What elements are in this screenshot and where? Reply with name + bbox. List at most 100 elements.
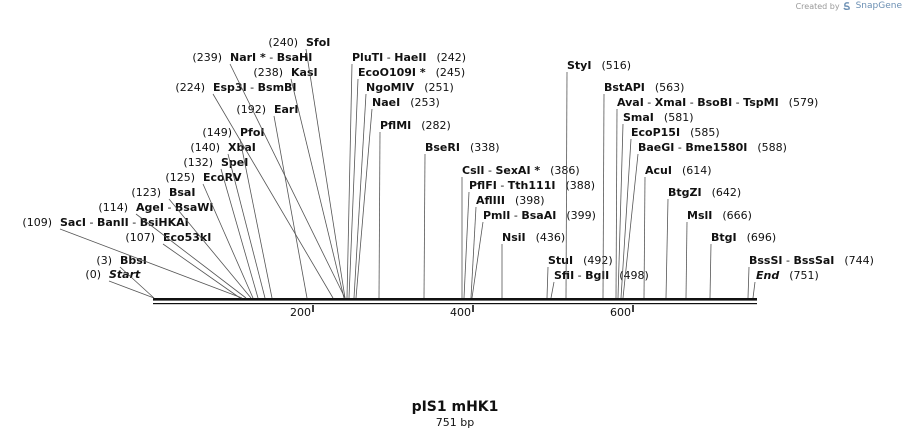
cut-site-pflfi[interactable]: PflFI - Tth111I (388)	[463, 179, 595, 299]
enzyme-alias: SexAI *	[495, 164, 540, 177]
cut-site-agei[interactable]: AgeI - BsaWI (114)	[98, 201, 247, 299]
cut-site-smai[interactable]: SmaI (581)	[617, 111, 694, 299]
cut-site-label[interactable]: BsaI	[169, 186, 195, 199]
cut-site-label[interactable]: AcuI	[645, 164, 672, 177]
cut-site-label[interactable]: SfoI	[306, 36, 330, 49]
cut-site-label[interactable]: NarI * - BsaHI	[230, 51, 312, 64]
cut-site-label[interactable]: SmaI	[623, 111, 654, 124]
cut-site-nsii[interactable]: NsiI (436)	[501, 231, 565, 298]
cut-site-label[interactable]: BstAPI	[604, 81, 645, 94]
cut-site-bsssi[interactable]: BssSI - BssSaI (744)	[747, 254, 874, 299]
scale-tick-label: 400	[450, 306, 471, 319]
cut-site-styi[interactable]: StyI (516)	[565, 59, 631, 299]
cut-site-label[interactable]: BtgI	[711, 231, 737, 244]
cut-site-eco53ki[interactable]: Eco53kI (107)	[125, 231, 241, 299]
cut-site-label[interactable]: BseRI	[425, 141, 460, 154]
enzyme-name: EcoO109I *	[358, 66, 426, 79]
cut-site-pmli[interactable]: PmlI - BsaAI (399)	[471, 209, 596, 299]
alias-separator: -	[574, 269, 585, 282]
enzyme-alias: BglI	[585, 269, 609, 282]
cut-site-label[interactable]: EcoP15I	[631, 126, 680, 139]
cut-site-bsai[interactable]: BsaI (123)	[131, 186, 252, 299]
cut-site-label[interactable]: PflFI - Tth111I	[469, 179, 555, 192]
cut-site-label[interactable]: EcoRV	[203, 171, 242, 184]
cut-site-end[interactable]: End (751)	[752, 269, 819, 299]
cut-site-label[interactable]: SacI - BanII - BsiHKAI	[60, 216, 189, 229]
cut-site-eari[interactable]: EarI (192)	[236, 103, 308, 299]
cut-site-pflmi[interactable]: PflMI (282)	[378, 119, 451, 299]
cut-site-label[interactable]: PflMI	[380, 119, 411, 132]
cut-site-label[interactable]: PluTI - HaeII	[352, 51, 427, 64]
cut-site-label[interactable]: MslI	[687, 209, 712, 222]
cut-site-label[interactable]: Start	[109, 268, 141, 281]
cut-site-label[interactable]: BaeGI - Bme1580I	[638, 141, 747, 154]
enzyme-alias: BsaHI	[277, 51, 313, 64]
alias-separator: -	[644, 96, 655, 109]
cut-site-label[interactable]: NsiI	[502, 231, 526, 244]
cut-site-ecorv[interactable]: EcoRV (125)	[165, 171, 254, 299]
cut-site-ecop15i[interactable]: EcoP15I (585)	[620, 126, 720, 299]
cut-site-saci[interactable]: SacI - BanII - BsiHKAI (109)	[22, 216, 243, 299]
cut-site-label[interactable]: PmlI - BsaAI	[483, 209, 556, 222]
cut-site-pfoi[interactable]: PfoI (149)	[202, 126, 273, 299]
cut-site-label[interactable]: PfoI	[240, 126, 265, 139]
cut-site-label[interactable]: AvaI - XmaI - BsoBI - TspMI	[617, 96, 779, 109]
cut-site-label[interactable]: KasI	[291, 66, 318, 79]
cut-site-label[interactable]: SfiI - BglI	[554, 269, 609, 282]
cut-site-label[interactable]: EcoO109I *	[358, 66, 426, 79]
cut-site-nari[interactable]: NarI * - BsaHI (239)	[192, 51, 346, 299]
cut-site-stui[interactable]: StuI (492)	[546, 254, 613, 299]
cut-site-afliii[interactable]: AflIII (398)	[470, 194, 545, 299]
cut-site-label[interactable]: End	[756, 269, 779, 282]
scale-tick-label: 600	[610, 306, 631, 319]
cut-site-sfoi[interactable]: SfoI (240)	[268, 36, 346, 299]
cut-site-label[interactable]: BssSI - BssSaI	[749, 254, 834, 267]
credit-brand: SnapGene	[855, 1, 902, 11]
enzyme-name: AcuI	[645, 164, 672, 177]
cut-site-ecoo109i[interactable]: EcoO109I * (245)	[348, 66, 466, 299]
cut-site-position: (192)	[236, 103, 266, 116]
cut-site-leader	[602, 93, 605, 299]
cut-site-label[interactable]: BtgZI	[668, 186, 702, 199]
cut-site-label[interactable]: AflIII	[476, 194, 505, 207]
alias-separator: -	[247, 81, 258, 94]
cut-site-msli[interactable]: MslI (666)	[685, 209, 752, 299]
cut-site-bbsi[interactable]: BbsI (3)	[96, 254, 155, 299]
enzyme-name: EarI	[274, 103, 298, 116]
cut-site-avai[interactable]: AvaI - XmaI - BsoBI - TspMI (579)	[615, 96, 818, 299]
cut-site-label[interactable]: StuI	[548, 254, 573, 267]
cut-site-leader	[290, 78, 345, 299]
cut-site-leader	[617, 123, 624, 299]
enzyme-name: End	[756, 269, 779, 282]
cut-site-baegi[interactable]: BaeGI - Bme1580I (588)	[622, 141, 787, 299]
cut-site-spei[interactable]: SpeI (132)	[183, 156, 259, 299]
cut-site-label[interactable]: Esp3I - BsmBI	[213, 81, 297, 94]
cut-site-kasi[interactable]: KasI (238)	[253, 66, 345, 299]
cut-site-leader	[378, 131, 381, 299]
cut-site-btgzi[interactable]: BtgZI (642)	[665, 186, 741, 299]
enzyme-name: BssSI	[749, 254, 783, 267]
cut-site-start[interactable]: Start (0)	[85, 268, 155, 299]
cut-site-label[interactable]: NaeI	[372, 96, 400, 109]
enzyme-name: AvaI	[617, 96, 644, 109]
cut-site-label[interactable]: NgoMIV	[366, 81, 415, 94]
cut-site-bstapi[interactable]: BstAPI (563)	[602, 81, 684, 299]
cut-site-label[interactable]: CslI - SexAI *	[462, 164, 540, 177]
cut-site-label[interactable]: SpeI	[221, 156, 248, 169]
cut-site-label[interactable]: StyI	[567, 59, 591, 72]
cut-site-pluti[interactable]: PluTI - HaeII (242)	[346, 51, 466, 299]
cut-site-position: (614)	[682, 164, 712, 177]
cut-site-naei[interactable]: NaeI (253)	[355, 96, 440, 299]
cut-site-position: (245)	[436, 66, 466, 79]
cut-site-label[interactable]: BbsI	[120, 254, 147, 267]
cut-site-label[interactable]: AgeI - BsaWI	[136, 201, 214, 214]
cut-site-esp3i[interactable]: Esp3I - BsmBI (224)	[175, 81, 334, 299]
cut-site-csli[interactable]: CslI - SexAI * (386)	[461, 164, 580, 298]
cut-site-btgi[interactable]: BtgI (696)	[709, 231, 776, 299]
cut-site-bseri[interactable]: BseRI (338)	[423, 141, 500, 299]
cut-site-ngomiv[interactable]: NgoMIV (251)	[353, 81, 454, 299]
cut-site-label[interactable]: EarI	[274, 103, 298, 116]
enzyme-name: SacI	[60, 216, 86, 229]
cut-site-label[interactable]: Eco53kI	[163, 231, 211, 244]
cut-site-acui[interactable]: AcuI (614)	[643, 164, 712, 299]
